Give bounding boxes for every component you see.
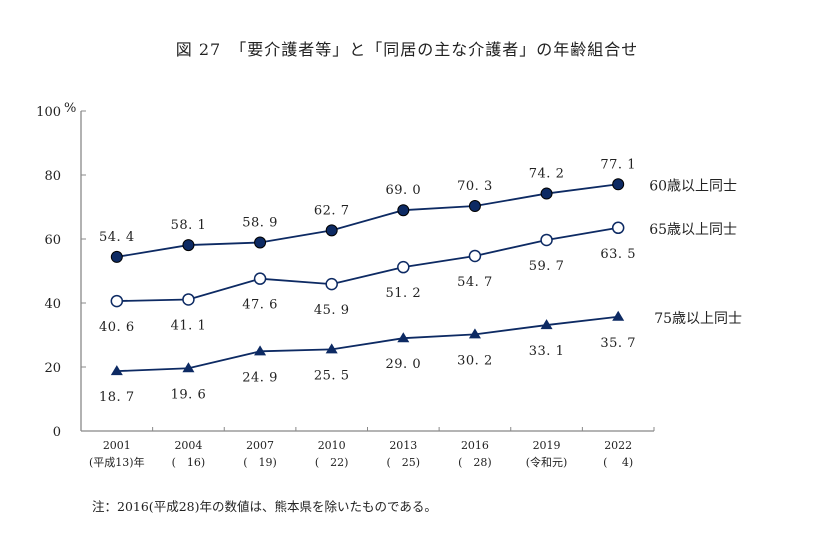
series-line bbox=[116, 183, 619, 258]
series-line bbox=[116, 226, 619, 302]
data-point bbox=[325, 277, 338, 291]
series-name-label: 75歳以上同士 bbox=[654, 311, 742, 327]
data-point bbox=[540, 187, 553, 200]
x-tick-label: 2007 bbox=[246, 439, 274, 452]
series-layer bbox=[110, 178, 625, 376]
series-line bbox=[116, 315, 619, 373]
x-tick-label: 2022 bbox=[604, 439, 632, 452]
data-point bbox=[612, 310, 625, 321]
data-point bbox=[468, 328, 481, 339]
data-label: 33. 1 bbox=[529, 344, 565, 359]
x-tick-sublabel: (平成13)年 bbox=[89, 455, 145, 469]
x-tick-sublabel: ( 4) bbox=[603, 456, 633, 469]
data-label: 77. 1 bbox=[600, 157, 636, 172]
data-point bbox=[468, 200, 481, 213]
data-label: 62. 7 bbox=[314, 203, 350, 218]
data-label: 25. 5 bbox=[314, 368, 350, 383]
data-label: 54. 4 bbox=[99, 230, 135, 245]
data-label: 59. 7 bbox=[529, 259, 565, 274]
data-point bbox=[182, 239, 195, 252]
data-point bbox=[611, 221, 625, 235]
labels-layer: 54. 4 58. 1 58. 9 62. 7 69. 0 70. 3 74. 2 77. 1… bbox=[99, 157, 742, 405]
x-tick-sublabel: ( 16) bbox=[172, 456, 206, 469]
data-label: 41. 1 bbox=[171, 318, 207, 333]
x-tick-sublabel: ( 22) bbox=[315, 456, 349, 469]
y-tick-label: 40 bbox=[44, 297, 61, 312]
x-tick-sublabel: (令和元) bbox=[526, 455, 568, 469]
data-label: 70. 3 bbox=[457, 179, 493, 194]
data-point bbox=[325, 224, 338, 237]
x-tick-label: 2004 bbox=[174, 439, 202, 452]
data-label: 18. 7 bbox=[99, 390, 135, 405]
x-tick-label: 2010 bbox=[318, 439, 346, 452]
data-point bbox=[110, 365, 123, 376]
data-point bbox=[110, 250, 123, 263]
data-label: 69. 0 bbox=[386, 183, 422, 198]
data-point bbox=[397, 332, 410, 343]
x-tick-sublabel: ( 25) bbox=[387, 456, 421, 469]
data-label: 58. 1 bbox=[171, 218, 207, 233]
y-tick-label: 20 bbox=[44, 361, 61, 376]
data-label: 47. 6 bbox=[242, 298, 278, 313]
chart-title: 図 27 「要介護者等」と「同居の主な介護者」の年齢組合せ bbox=[175, 40, 639, 59]
series-name-label: 65歳以上同士 bbox=[649, 222, 737, 238]
y-unit-label: % bbox=[64, 101, 76, 116]
chart-note: 注：2016(平成28)年の数値は、熊本県を除いたものである。 bbox=[92, 499, 437, 514]
x-tick-sublabel: ( 19) bbox=[243, 456, 277, 469]
data-label: 40. 6 bbox=[99, 320, 135, 335]
data-label: 45. 9 bbox=[314, 303, 350, 318]
data-point bbox=[468, 249, 482, 263]
series-1 bbox=[110, 178, 625, 263]
x-tick-sublabel: ( 28) bbox=[458, 456, 492, 469]
data-point bbox=[540, 319, 553, 330]
data-point bbox=[110, 294, 124, 308]
series-3 bbox=[110, 310, 625, 376]
data-point bbox=[325, 343, 338, 354]
data-point bbox=[397, 260, 410, 274]
data-point bbox=[397, 204, 410, 217]
data-label: 54. 7 bbox=[457, 275, 493, 290]
series-2 bbox=[110, 221, 625, 308]
series-name-label: 60歳以上同士 bbox=[649, 178, 737, 194]
data-label: 35. 7 bbox=[600, 336, 636, 351]
axes: 0 20 40 60 80 100 % 2001 (平成13)年 2004 ( 16) 2007 ( 1… bbox=[36, 101, 655, 469]
y-tick-label: 100 bbox=[36, 105, 61, 120]
x-tick-label: 2001 bbox=[103, 439, 131, 452]
data-label: 58. 9 bbox=[242, 216, 278, 231]
x-tick-label: 2013 bbox=[389, 439, 417, 452]
data-point bbox=[182, 362, 195, 373]
data-label: 19. 6 bbox=[171, 387, 207, 402]
data-label: 74. 2 bbox=[529, 167, 565, 182]
data-point bbox=[253, 272, 267, 285]
data-label: 24. 9 bbox=[242, 370, 278, 385]
data-point bbox=[254, 345, 267, 356]
data-point bbox=[182, 293, 195, 306]
x-tick-label: 2016 bbox=[461, 439, 489, 452]
data-point bbox=[612, 178, 625, 191]
y-tick-label: 80 bbox=[44, 169, 61, 184]
data-label: 51. 2 bbox=[386, 286, 422, 301]
data-label: 63. 5 bbox=[600, 247, 636, 262]
y-tick-label: 60 bbox=[44, 233, 61, 248]
x-tick-label: 2019 bbox=[533, 439, 561, 452]
data-label: 30. 2 bbox=[457, 353, 493, 368]
data-point bbox=[254, 236, 267, 249]
data-point bbox=[540, 233, 553, 247]
y-tick-label: 0 bbox=[53, 425, 61, 440]
data-label: 29. 0 bbox=[386, 357, 422, 372]
